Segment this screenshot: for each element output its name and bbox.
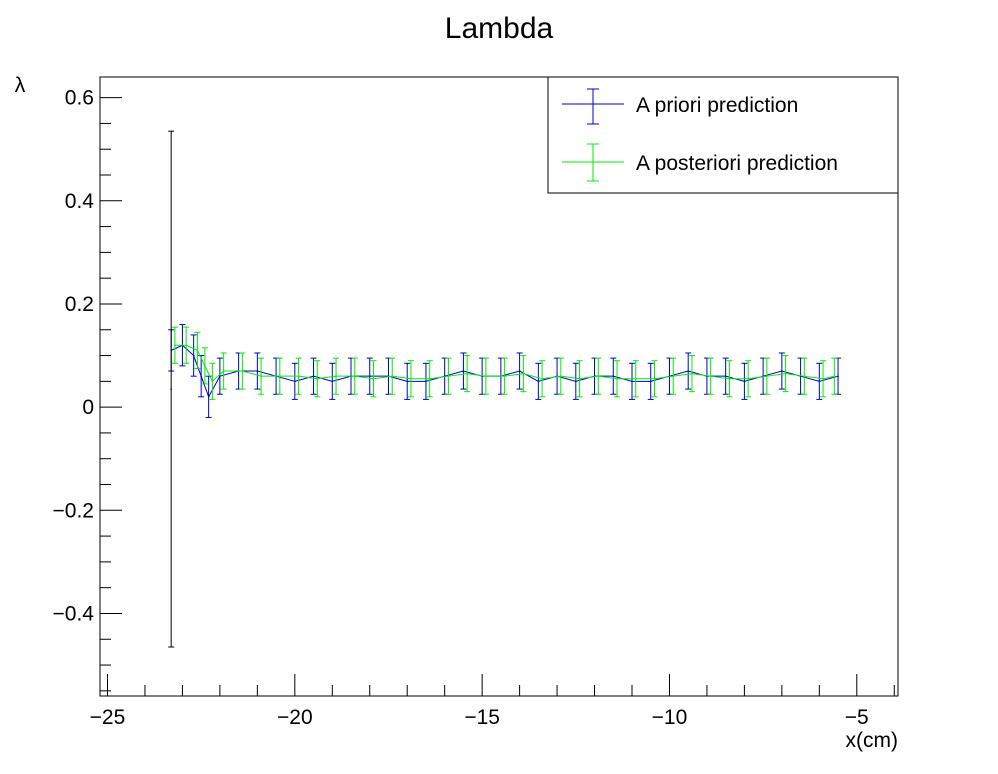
- data-point-a-posteriori: [466, 372, 468, 375]
- data-point-a-posteriori: [316, 377, 319, 380]
- data-point-a-posteriori: [672, 375, 675, 377]
- data-point-a-posteriori: [447, 375, 450, 377]
- x-tick-label: −10: [652, 706, 688, 729]
- legend-entry-a-posteriori: A posteriori prediction: [562, 143, 838, 182]
- data-point-a-priori: [837, 375, 839, 377]
- data-point-a-posteriori: [279, 375, 281, 377]
- data-point-a-priori: [219, 375, 221, 377]
- data-point-a-priori: [743, 380, 746, 383]
- data-point-a-posteriori: [634, 377, 637, 380]
- y-tick-label: −0.4: [53, 602, 95, 625]
- data-point-a-posteriori: [260, 375, 262, 377]
- axes: −0.4 −0.2 0 0.2 0.4 0.6 −25 −20 −15 −10 −5: [53, 87, 895, 729]
- plot-area: [168, 130, 842, 648]
- data-point-a-posteriori: [297, 375, 300, 377]
- legend-label-a-priori: A priori prediction: [636, 94, 798, 117]
- data-point-a-priori: [294, 380, 296, 383]
- data-point-a-posteriori: [597, 375, 600, 377]
- plot-frame: [99, 76, 899, 697]
- data-point-a-priori: [368, 375, 371, 377]
- data-point-a-posteriori: [485, 375, 487, 377]
- data-point-a-posteriori: [803, 375, 806, 377]
- data-point-a-posteriori: [691, 372, 693, 375]
- data-point-a-posteriori: [653, 377, 656, 380]
- data-point-a-priori: [612, 375, 615, 377]
- data-point-a-posteriori: [428, 377, 431, 380]
- legend: A priori prediction A posteriori predict…: [547, 76, 899, 194]
- data-point-a-posteriori: [174, 344, 176, 347]
- data-point-a-posteriori: [833, 375, 836, 377]
- data-point-a-priori: [406, 380, 409, 383]
- chart-title: Lambda: [445, 12, 554, 45]
- legend-entry-a-priori: A priori prediction: [562, 88, 798, 125]
- data-point-a-posteriori: [728, 377, 731, 380]
- data-point-a-priori: [192, 354, 195, 357]
- data-point-a-priori: [649, 380, 652, 383]
- x-tick-label: −25: [90, 706, 126, 729]
- data-point-a-priori: [781, 370, 783, 372]
- y-tick-label: 0.4: [65, 190, 95, 213]
- data-point-a-posteriori: [391, 375, 394, 377]
- data-point-a-posteriori: [241, 370, 244, 372]
- x-axis-title: x(cm): [846, 729, 898, 752]
- data-point-a-priori: [425, 380, 427, 383]
- data-point-a-priori: [575, 380, 577, 383]
- data-point-a-priori: [331, 380, 334, 383]
- data-point-a-posteriori: [747, 377, 749, 380]
- x-tick-label: −20: [277, 706, 313, 729]
- data-point-a-posteriori: [372, 377, 375, 380]
- data-point-a-posteriori: [211, 380, 214, 383]
- x-tick-label: −5: [845, 706, 869, 729]
- data-point-a-priori: [818, 380, 821, 383]
- data-point-a-priori: [256, 370, 259, 372]
- legend-box: [547, 76, 899, 194]
- data-point-a-posteriori: [353, 375, 356, 377]
- data-point-a-posteriori: [541, 377, 543, 380]
- legend-label-a-posteriori: A posteriori prediction: [636, 152, 838, 175]
- data-point-a-priori: [724, 375, 727, 377]
- data-point-a-priori: [687, 370, 689, 372]
- data-point-a-posteriori: [709, 375, 712, 377]
- data-point-a-posteriori: [560, 375, 562, 377]
- data-point-a-posteriori: [410, 377, 412, 380]
- data-point-a-priori: [537, 380, 540, 383]
- data-point-a-posteriori: [222, 370, 225, 372]
- data-point-a-priori: [207, 396, 210, 398]
- data-point-a-priori: [518, 370, 521, 372]
- data-point-a-priori: [200, 375, 202, 377]
- y-tick-label: −0.2: [53, 499, 94, 522]
- y-tick-label: 0: [82, 396, 94, 419]
- data-point-a-posteriori: [766, 375, 768, 377]
- y-tick-label: 0.6: [65, 87, 94, 110]
- data-point-a-posteriori: [822, 377, 824, 380]
- data-point-a-posteriori: [616, 377, 618, 380]
- data-point-a-priori: [462, 370, 465, 372]
- data-point-a-posteriori: [185, 344, 187, 347]
- data-point-extra: [170, 388, 172, 390]
- data-point-a-priori: [312, 375, 315, 377]
- x-tick-label: −15: [464, 706, 500, 729]
- data-point-a-posteriori: [196, 349, 199, 352]
- data-point-a-posteriori: [204, 365, 206, 367]
- y-tick-label: 0.2: [65, 293, 94, 316]
- data-point-a-posteriori: [578, 377, 581, 380]
- data-point-a-posteriori: [503, 375, 506, 377]
- data-point-a-posteriori: [335, 375, 337, 377]
- data-point-a-posteriori: [522, 372, 525, 375]
- y-axis-title: λ: [15, 74, 26, 97]
- data-point-a-priori: [631, 380, 633, 383]
- data-point-a-posteriori: [784, 372, 787, 375]
